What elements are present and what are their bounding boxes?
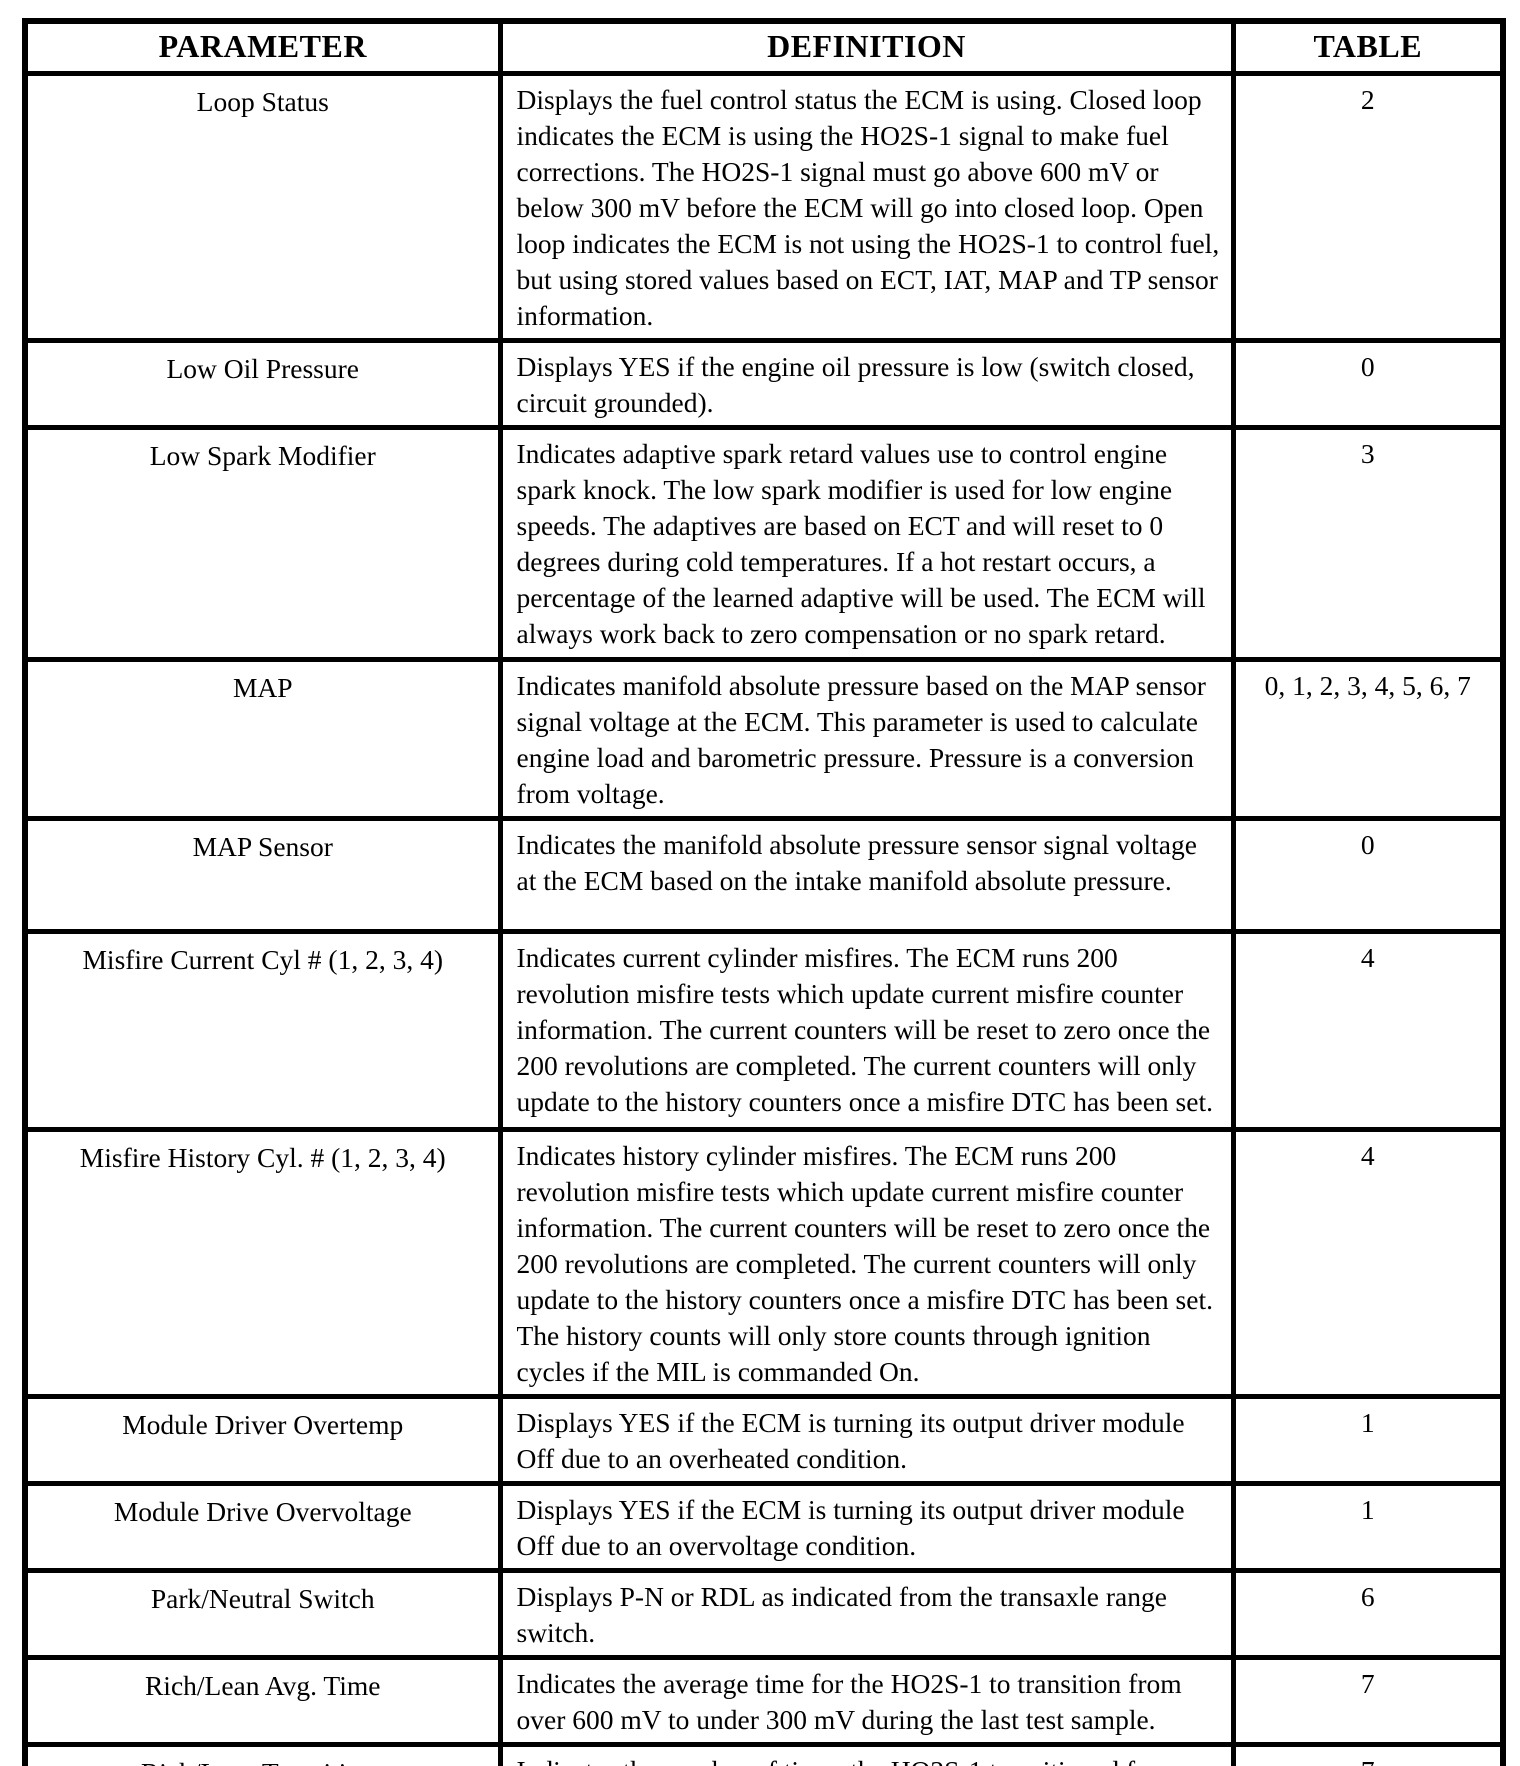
definition-cell: Indicates manifold absolute pressure bas… xyxy=(497,657,1236,821)
definition-cell: Indicates current cylinder misfires. The… xyxy=(497,929,1236,1132)
table-ref-cell: 3 xyxy=(1230,425,1506,662)
parameter-cell: MAP Sensor xyxy=(22,816,503,934)
table-ref-cell: 0 xyxy=(1230,338,1506,430)
definition-cell: Displays P-N or RDL as indicated from th… xyxy=(497,1568,1236,1660)
column-header-definition: DEFINITION xyxy=(497,18,1236,76)
table-ref-cell: 2 xyxy=(1230,71,1506,343)
table-ref-cell: 4 xyxy=(1230,929,1506,1132)
table-row: MAP Indicates manifold absolute pressure… xyxy=(22,657,1506,821)
parameter-cell: Misfire History Cyl. # (1, 2, 3, 4) xyxy=(22,1127,503,1399)
parameter-cell: Loop Status xyxy=(22,71,503,343)
parameter-cell: Misfire Current Cyl # (1, 2, 3, 4) xyxy=(22,929,503,1132)
table-ref-cell: 1 xyxy=(1230,1481,1506,1573)
definition-cell: Indicates the number of times the HO2S-1… xyxy=(497,1742,1236,1766)
parameter-cell: Module Driver Overtemp xyxy=(22,1394,503,1486)
column-header-table: TABLE xyxy=(1230,18,1506,76)
table-row: Rich/Lean Transitions Indicates the numb… xyxy=(22,1742,1506,1766)
definition-cell: Displays YES if the engine oil pressure … xyxy=(497,338,1236,430)
parameter-cell: MAP xyxy=(22,657,503,821)
definition-cell: Indicates history cylinder misfires. The… xyxy=(497,1127,1236,1399)
table-row: Low Spark Modifier Indicates adaptive sp… xyxy=(22,425,1506,662)
parameter-cell: Module Drive Overvoltage xyxy=(22,1481,503,1573)
table-row: MAP Sensor Indicates the manifold absolu… xyxy=(22,816,1506,934)
table-row: Module Driver Overtemp Displays YES if t… xyxy=(22,1394,1506,1486)
parameter-cell: Rich/Lean Transitions xyxy=(22,1742,503,1766)
table-row: Low Oil Pressure Displays YES if the eng… xyxy=(22,338,1506,430)
table-row: Loop Status Displays the fuel control st… xyxy=(22,71,1506,343)
definition-cell: Indicates the manifold absolute pressure… xyxy=(497,816,1236,934)
parameter-cell: Park/Neutral Switch xyxy=(22,1568,503,1660)
column-header-parameter: PARAMETER xyxy=(22,18,503,76)
definition-cell: Displays YES if the ECM is turning its o… xyxy=(497,1394,1236,1486)
definition-cell: Indicates the average time for the HO2S-… xyxy=(497,1655,1236,1747)
table-ref-cell: 0 xyxy=(1230,816,1506,934)
parameter-cell: Low Oil Pressure xyxy=(22,338,503,430)
table-ref-cell: 1 xyxy=(1230,1394,1506,1486)
table-row: Misfire History Cyl. # (1, 2, 3, 4) Indi… xyxy=(22,1127,1506,1399)
table-ref-cell: 4 xyxy=(1230,1127,1506,1399)
table-row: Module Drive Overvoltage Displays YES if… xyxy=(22,1481,1506,1573)
header-row: PARAMETER DEFINITION TABLE xyxy=(22,18,1506,76)
parameter-cell: Rich/Lean Avg. Time xyxy=(22,1655,503,1747)
table-row: Rich/Lean Avg. Time Indicates the averag… xyxy=(22,1655,1506,1747)
definition-cell: Displays the fuel control status the ECM… xyxy=(497,71,1236,343)
table-ref-cell: 7 xyxy=(1230,1655,1506,1747)
parameter-definition-table: PARAMETER DEFINITION TABLE Loop Status D… xyxy=(22,18,1506,1766)
table-ref-cell: 6 xyxy=(1230,1568,1506,1660)
definition-cell: Displays YES if the ECM is turning its o… xyxy=(497,1481,1236,1573)
table-row: Misfire Current Cyl # (1, 2, 3, 4) Indic… xyxy=(22,929,1506,1132)
table-ref-cell: 0, 1, 2, 3, 4, 5, 6, 7 xyxy=(1230,657,1506,821)
definition-cell: Indicates adaptive spark retard values u… xyxy=(497,425,1236,662)
table-ref-cell: 7 xyxy=(1230,1742,1506,1766)
table-row: Park/Neutral Switch Displays P-N or RDL … xyxy=(22,1568,1506,1660)
parameter-cell: Low Spark Modifier xyxy=(22,425,503,662)
